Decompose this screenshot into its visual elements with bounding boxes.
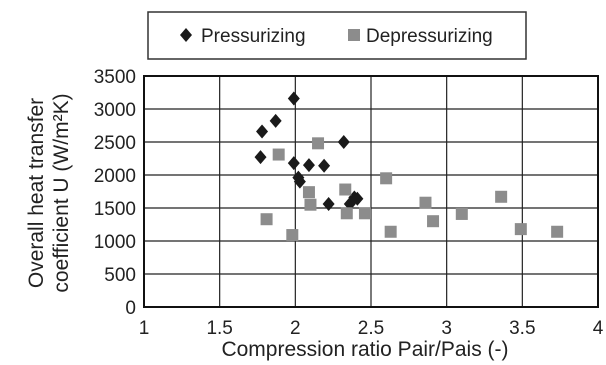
point-pressurizing — [287, 156, 300, 171]
point-depressurizing — [384, 225, 397, 238]
point-depressurizing — [272, 148, 285, 161]
point-depressurizing — [339, 183, 352, 196]
point-depressurizing — [340, 207, 353, 220]
y-tick-label: 2500 — [94, 133, 136, 154]
x-axis-ticks: 1 1.5 2 2.5 3 3.5 4 — [139, 318, 604, 339]
point-depressurizing — [260, 213, 273, 226]
point-depressurizing — [286, 229, 299, 242]
grid — [143, 75, 599, 308]
x-tick-label: 2.5 — [358, 318, 384, 339]
y-tick-label: 0 — [125, 298, 136, 319]
x-tick-label: 4 — [593, 318, 604, 339]
legend-marker-pressurizing — [180, 28, 192, 42]
point-pressurizing — [318, 158, 331, 173]
y-axis-ticks: 0 500 1000 1500 2000 2500 3000 3500 — [94, 67, 136, 319]
point-pressurizing — [254, 150, 267, 165]
x-tick-label: 3 — [441, 318, 452, 339]
point-pressurizing — [293, 174, 306, 189]
legend-label-pressurizing: Pressurizing — [201, 26, 306, 47]
point-pressurizing — [337, 135, 350, 149]
data-points — [254, 91, 564, 242]
point-depressurizing — [358, 207, 371, 220]
legend-label-depressurizing: Depressurizing — [366, 26, 493, 47]
y-tick-label: 1000 — [94, 232, 136, 253]
point-pressurizing — [269, 113, 282, 128]
x-tick-label: 3.5 — [509, 318, 535, 339]
point-pressurizing — [287, 91, 300, 106]
point-depressurizing — [551, 225, 564, 238]
legend-marker-depressurizing — [348, 29, 360, 41]
point-depressurizing — [455, 207, 468, 220]
x-tick-label: 1 — [139, 318, 150, 339]
point-depressurizing — [495, 190, 508, 203]
point-depressurizing — [427, 215, 440, 228]
y-axis-title-line1: Overall heat transfer — [25, 98, 48, 288]
point-pressurizing — [322, 197, 335, 212]
point-depressurizing — [514, 223, 527, 236]
legend-box — [147, 11, 527, 60]
y-tick-label: 2000 — [94, 166, 136, 187]
y-tick-label: 500 — [104, 265, 136, 286]
point-depressurizing — [419, 196, 432, 209]
point-depressurizing — [312, 137, 325, 150]
point-pressurizing — [302, 158, 315, 173]
point-depressurizing — [380, 172, 393, 185]
point-pressurizing — [256, 124, 269, 139]
point-depressurizing — [304, 198, 317, 211]
point-depressurizing — [302, 186, 315, 199]
y-tick-label: 3500 — [94, 67, 136, 88]
y-tick-label: 3000 — [94, 100, 136, 121]
x-axis-title: Compression ratio Pair/Pais (-) — [221, 338, 508, 361]
x-tick-label: 1.5 — [206, 318, 232, 339]
point-pressurizing — [351, 191, 364, 206]
y-axis-title-line2: coefficient U (W/m²K) — [50, 93, 73, 292]
x-tick-label: 2 — [290, 318, 301, 339]
y-tick-label: 1500 — [94, 199, 136, 220]
legend: Pressurizing Depressurizing — [147, 11, 527, 60]
plot-frame — [143, 75, 599, 308]
